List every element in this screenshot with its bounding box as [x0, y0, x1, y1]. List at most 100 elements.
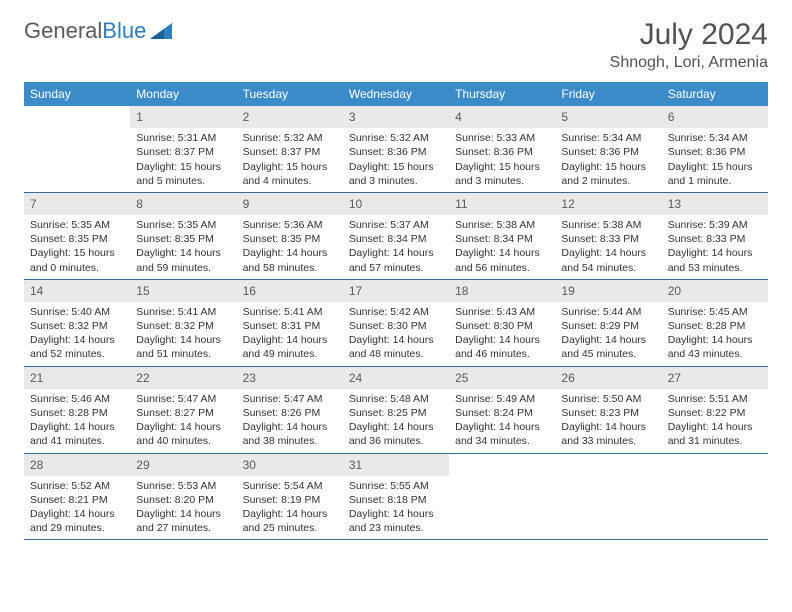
- calendar-body: .1Sunrise: 5:31 AMSunset: 8:37 PMDayligh…: [24, 106, 768, 540]
- sunset-text: Sunset: 8:27 PM: [136, 406, 230, 420]
- calendar-week: .1Sunrise: 5:31 AMSunset: 8:37 PMDayligh…: [24, 106, 768, 192]
- sunrise-text: Sunrise: 5:31 AM: [136, 131, 230, 145]
- daylight-text: Daylight: 14 hours and 36 minutes.: [349, 420, 443, 448]
- cell-body: Sunrise: 5:46 AMSunset: 8:28 PMDaylight:…: [24, 389, 130, 453]
- daylight-text: Daylight: 15 hours and 4 minutes.: [243, 160, 337, 188]
- cell-body: Sunrise: 5:35 AMSunset: 8:35 PMDaylight:…: [24, 215, 130, 279]
- sunset-text: Sunset: 8:28 PM: [30, 406, 124, 420]
- calendar-cell: 27Sunrise: 5:51 AMSunset: 8:22 PMDayligh…: [662, 366, 768, 453]
- cell-body: Sunrise: 5:38 AMSunset: 8:33 PMDaylight:…: [555, 215, 661, 279]
- cell-body: Sunrise: 5:47 AMSunset: 8:27 PMDaylight:…: [130, 389, 236, 453]
- daylight-text: Daylight: 15 hours and 5 minutes.: [136, 160, 230, 188]
- daylight-text: Daylight: 14 hours and 27 minutes.: [136, 507, 230, 535]
- cell-body: Sunrise: 5:41 AMSunset: 8:31 PMDaylight:…: [237, 302, 343, 366]
- day-number: 24: [343, 367, 449, 389]
- cell-body: Sunrise: 5:51 AMSunset: 8:22 PMDaylight:…: [662, 389, 768, 453]
- calendar-week: 14Sunrise: 5:40 AMSunset: 8:32 PMDayligh…: [24, 279, 768, 366]
- cell-body: Sunrise: 5:31 AMSunset: 8:37 PMDaylight:…: [130, 128, 236, 192]
- logo-word2: Blue: [102, 18, 146, 44]
- cell-body: Sunrise: 5:53 AMSunset: 8:20 PMDaylight:…: [130, 476, 236, 540]
- sunrise-text: Sunrise: 5:32 AM: [349, 131, 443, 145]
- day-number: 23: [237, 367, 343, 389]
- page-subtitle: Shnogh, Lori, Armenia: [610, 54, 768, 72]
- cell-body: Sunrise: 5:45 AMSunset: 8:28 PMDaylight:…: [662, 302, 768, 366]
- daylight-text: Daylight: 14 hours and 40 minutes.: [136, 420, 230, 448]
- sunset-text: Sunset: 8:33 PM: [561, 232, 655, 246]
- day-number: 2: [237, 106, 343, 128]
- calendar-cell: 9Sunrise: 5:36 AMSunset: 8:35 PMDaylight…: [237, 192, 343, 279]
- sunrise-text: Sunrise: 5:52 AM: [30, 479, 124, 493]
- calendar-cell: 24Sunrise: 5:48 AMSunset: 8:25 PMDayligh…: [343, 366, 449, 453]
- title-block: July 2024 Shnogh, Lori, Armenia: [610, 18, 768, 72]
- sunset-text: Sunset: 8:37 PM: [136, 145, 230, 159]
- sunset-text: Sunset: 8:36 PM: [668, 145, 762, 159]
- daylight-text: Daylight: 14 hours and 58 minutes.: [243, 246, 337, 274]
- day-number: 11: [449, 193, 555, 215]
- calendar-cell: 14Sunrise: 5:40 AMSunset: 8:32 PMDayligh…: [24, 279, 130, 366]
- sunrise-text: Sunrise: 5:40 AM: [30, 305, 124, 319]
- day-number: 7: [24, 193, 130, 215]
- cell-body: Sunrise: 5:35 AMSunset: 8:35 PMDaylight:…: [130, 215, 236, 279]
- sunrise-text: Sunrise: 5:53 AM: [136, 479, 230, 493]
- calendar-cell: 25Sunrise: 5:49 AMSunset: 8:24 PMDayligh…: [449, 366, 555, 453]
- sunset-text: Sunset: 8:21 PM: [30, 493, 124, 507]
- day-number: 28: [24, 454, 130, 476]
- calendar-cell: 5Sunrise: 5:34 AMSunset: 8:36 PMDaylight…: [555, 106, 661, 192]
- calendar-cell: 6Sunrise: 5:34 AMSunset: 8:36 PMDaylight…: [662, 106, 768, 192]
- daylight-text: Daylight: 14 hours and 23 minutes.: [349, 507, 443, 535]
- sunrise-text: Sunrise: 5:34 AM: [668, 131, 762, 145]
- calendar-cell: 30Sunrise: 5:54 AMSunset: 8:19 PMDayligh…: [237, 453, 343, 540]
- sunrise-text: Sunrise: 5:47 AM: [136, 392, 230, 406]
- sunrise-text: Sunrise: 5:43 AM: [455, 305, 549, 319]
- daylight-text: Daylight: 14 hours and 45 minutes.: [561, 333, 655, 361]
- daylight-text: Daylight: 14 hours and 31 minutes.: [668, 420, 762, 448]
- calendar-cell: 7Sunrise: 5:35 AMSunset: 8:35 PMDaylight…: [24, 192, 130, 279]
- cell-body: Sunrise: 5:38 AMSunset: 8:34 PMDaylight:…: [449, 215, 555, 279]
- calendar-cell: 28Sunrise: 5:52 AMSunset: 8:21 PMDayligh…: [24, 453, 130, 540]
- day-number: 1: [130, 106, 236, 128]
- calendar-week: 21Sunrise: 5:46 AMSunset: 8:28 PMDayligh…: [24, 366, 768, 453]
- sunset-text: Sunset: 8:20 PM: [136, 493, 230, 507]
- sunset-text: Sunset: 8:25 PM: [349, 406, 443, 420]
- calendar-cell: 2Sunrise: 5:32 AMSunset: 8:37 PMDaylight…: [237, 106, 343, 192]
- day-number: 13: [662, 193, 768, 215]
- day-number: 6: [662, 106, 768, 128]
- cell-body: Sunrise: 5:52 AMSunset: 8:21 PMDaylight:…: [24, 476, 130, 540]
- col-sunday: Sunday: [24, 82, 130, 106]
- day-number: 20: [662, 280, 768, 302]
- day-number: 4: [449, 106, 555, 128]
- day-number: 8: [130, 193, 236, 215]
- cell-body: Sunrise: 5:47 AMSunset: 8:26 PMDaylight:…: [237, 389, 343, 453]
- cell-body: Sunrise: 5:34 AMSunset: 8:36 PMDaylight:…: [555, 128, 661, 192]
- sunrise-text: Sunrise: 5:47 AM: [243, 392, 337, 406]
- calendar-cell: 15Sunrise: 5:41 AMSunset: 8:32 PMDayligh…: [130, 279, 236, 366]
- sunset-text: Sunset: 8:36 PM: [561, 145, 655, 159]
- sunrise-text: Sunrise: 5:42 AM: [349, 305, 443, 319]
- sunset-text: Sunset: 8:34 PM: [349, 232, 443, 246]
- calendar-cell: .: [662, 453, 768, 540]
- cell-body: Sunrise: 5:55 AMSunset: 8:18 PMDaylight:…: [343, 476, 449, 540]
- sunset-text: Sunset: 8:35 PM: [136, 232, 230, 246]
- sunset-text: Sunset: 8:30 PM: [349, 319, 443, 333]
- calendar-cell: .: [555, 453, 661, 540]
- col-tuesday: Tuesday: [237, 82, 343, 106]
- sunset-text: Sunset: 8:34 PM: [455, 232, 549, 246]
- calendar-cell: 26Sunrise: 5:50 AMSunset: 8:23 PMDayligh…: [555, 366, 661, 453]
- sunrise-text: Sunrise: 5:35 AM: [136, 218, 230, 232]
- daylight-text: Daylight: 14 hours and 29 minutes.: [30, 507, 124, 535]
- cell-body: Sunrise: 5:42 AMSunset: 8:30 PMDaylight:…: [343, 302, 449, 366]
- calendar-cell: 4Sunrise: 5:33 AMSunset: 8:36 PMDaylight…: [449, 106, 555, 192]
- calendar-week: 7Sunrise: 5:35 AMSunset: 8:35 PMDaylight…: [24, 192, 768, 279]
- cell-body: Sunrise: 5:40 AMSunset: 8:32 PMDaylight:…: [24, 302, 130, 366]
- logo-triangle-icon: [150, 23, 172, 39]
- sunset-text: Sunset: 8:35 PM: [30, 232, 124, 246]
- cell-body: Sunrise: 5:33 AMSunset: 8:36 PMDaylight:…: [449, 128, 555, 192]
- calendar-cell: 20Sunrise: 5:45 AMSunset: 8:28 PMDayligh…: [662, 279, 768, 366]
- day-number: 27: [662, 367, 768, 389]
- sunrise-text: Sunrise: 5:32 AM: [243, 131, 337, 145]
- col-monday: Monday: [130, 82, 236, 106]
- daylight-text: Daylight: 14 hours and 59 minutes.: [136, 246, 230, 274]
- header: GeneralBlue July 2024 Shnogh, Lori, Arme…: [24, 18, 768, 72]
- calendar-cell: 19Sunrise: 5:44 AMSunset: 8:29 PMDayligh…: [555, 279, 661, 366]
- day-number: 14: [24, 280, 130, 302]
